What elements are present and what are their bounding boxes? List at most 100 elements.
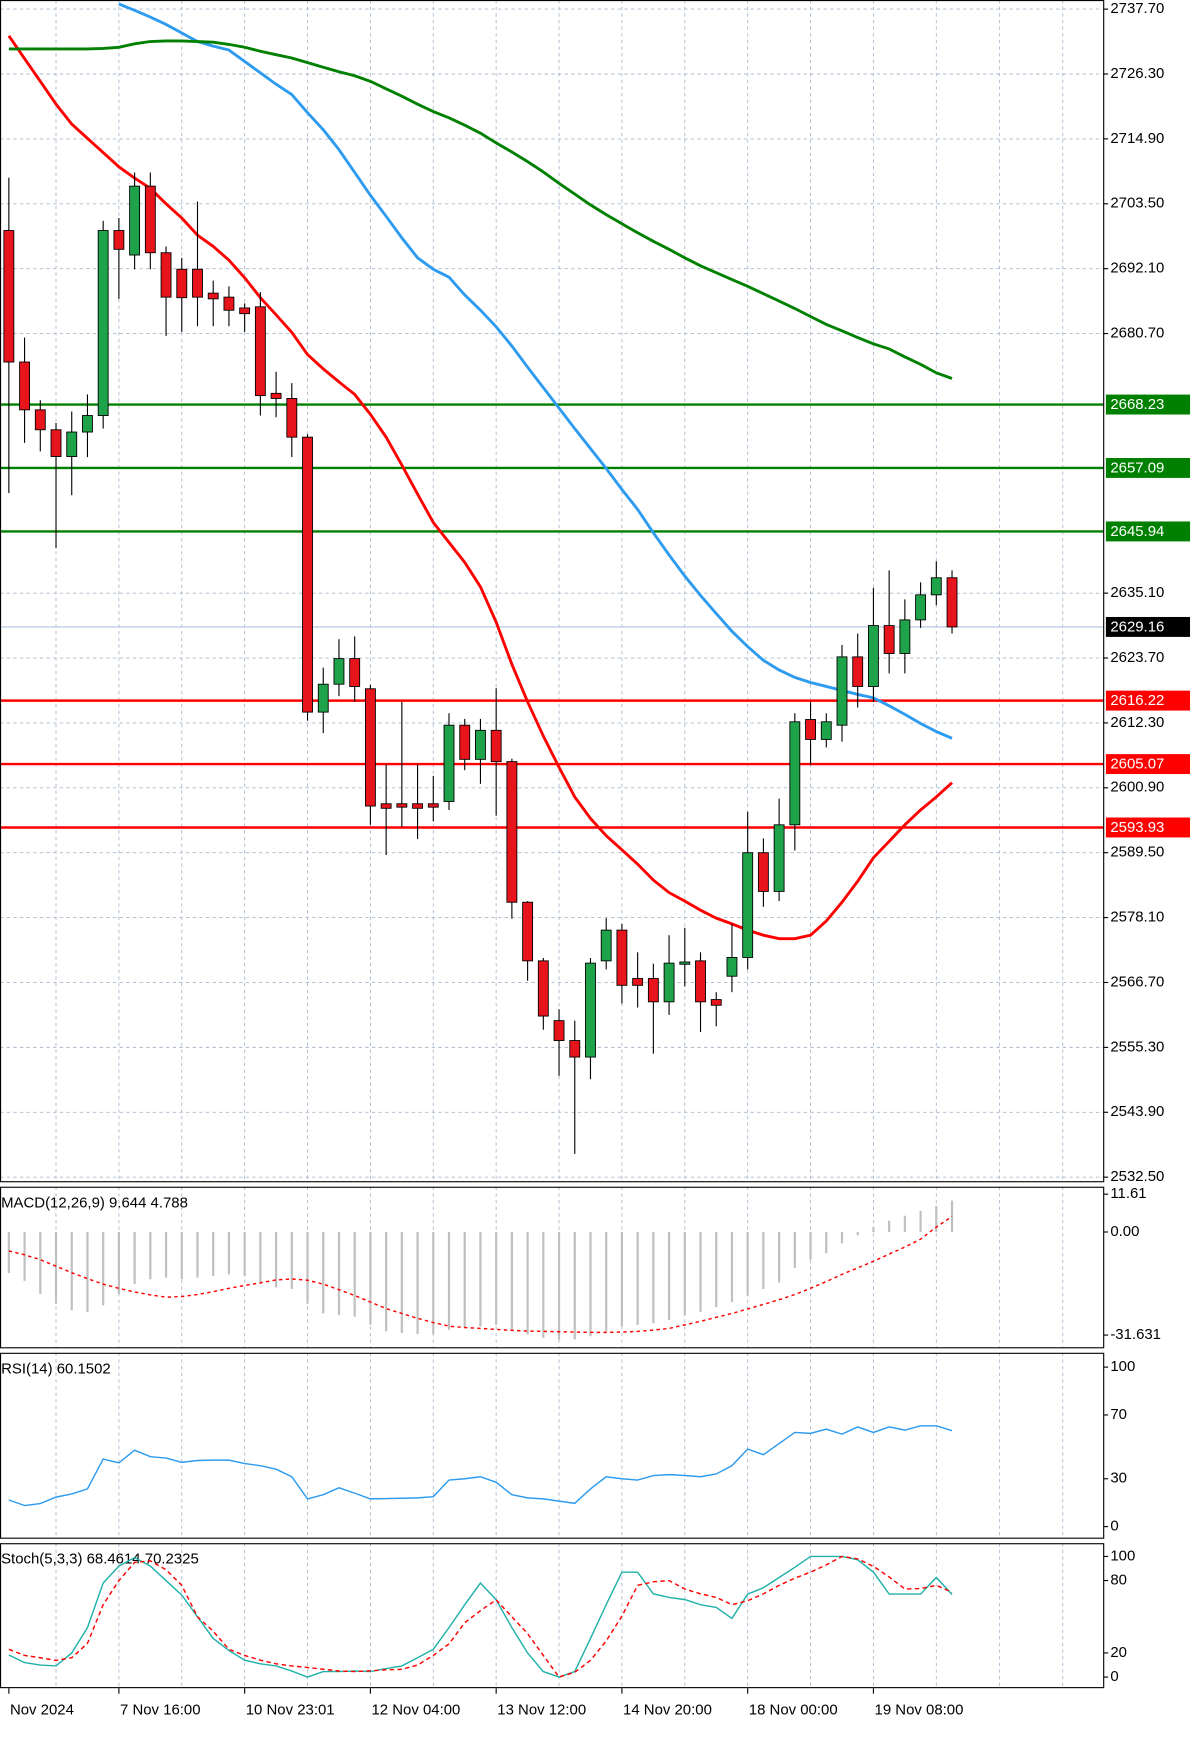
level-label-box (1105, 754, 1191, 775)
current-price-box (1105, 616, 1191, 637)
indicator-label: Stoch(5,3,3) 68.4614 70.2325 (1, 1551, 199, 1568)
y-tick-label: 2635.10 (1110, 584, 1164, 601)
candle-body (317, 683, 329, 713)
level-label: 2668.23 (1110, 396, 1164, 413)
indicator-line (8, 1555, 953, 1678)
candle-body (868, 625, 879, 687)
current-price-label: 2629.16 (1110, 618, 1164, 635)
panel-border (0, 1543, 1105, 1689)
candle-body (852, 656, 864, 687)
candle-body (553, 1020, 565, 1041)
panel-border (0, 1352, 1105, 1539)
level-label: 2645.94 (1110, 523, 1164, 540)
candle-body (537, 960, 549, 1017)
candle-body (600, 929, 612, 962)
candle-body (129, 185, 141, 256)
y-tick-label: 2703.50 (1110, 195, 1164, 212)
candle-body (679, 961, 691, 965)
x-tick-label: 7 Nov 16:00 (120, 1701, 201, 1718)
y-tick-label: 2726.30 (1110, 65, 1164, 82)
candle-body (176, 268, 188, 299)
candle-body (946, 577, 958, 628)
y-tick-label: 30 (1110, 1470, 1127, 1487)
candle-body (836, 656, 848, 726)
candle-body (66, 431, 78, 457)
y-tick-label: 100 (1110, 1547, 1135, 1564)
level-label: 2605.07 (1110, 756, 1164, 773)
candle-body (364, 688, 376, 807)
candle-body (663, 962, 675, 1003)
candle-body (34, 409, 46, 431)
y-tick-label: 0.00 (1110, 1223, 1139, 1240)
candle-body (475, 729, 486, 760)
candle-body (805, 719, 816, 740)
candle-body (270, 392, 282, 399)
candle-body (569, 1040, 581, 1058)
candle-body (773, 824, 785, 892)
x-tick-label: 10 Nov 23:01 (246, 1701, 335, 1718)
y-tick-label: 2623.70 (1110, 649, 1164, 666)
level-label-box (1105, 690, 1191, 711)
y-tick-label: -31.631 (1110, 1326, 1161, 1343)
candle-body (647, 978, 659, 1003)
y-tick-label: 2600.90 (1110, 779, 1164, 796)
candle-body (144, 185, 156, 254)
candle-body (757, 852, 769, 892)
y-tick-label: 11.61 (1110, 1185, 1146, 1202)
y-tick-label: 2566.70 (1110, 973, 1164, 990)
indicator-label: MACD(12,26,9) 9.644 4.788 (1, 1194, 188, 1211)
candle-body (380, 803, 392, 809)
candle-body (19, 361, 31, 411)
candle-body (710, 999, 722, 1006)
x-tick-label: 18 Nov 00:00 (749, 1701, 838, 1718)
candle-body (789, 721, 801, 826)
y-tick-label: 20 (1110, 1644, 1127, 1661)
candle-body (82, 415, 93, 433)
y-tick-label: 2680.70 (1110, 325, 1164, 342)
candle-body (490, 729, 502, 763)
y-tick-label: 2543.90 (1110, 1103, 1164, 1120)
y-tick-label: 0 (1110, 1668, 1118, 1685)
x-tick-label: Nov 2024 (10, 1701, 74, 1718)
candle-body (726, 956, 738, 977)
candle-body (427, 803, 439, 808)
x-tick-label: 19 Nov 08:00 (875, 1701, 964, 1718)
indicator-line (8, 1425, 953, 1507)
candle-body (223, 296, 235, 311)
level-label: 2593.93 (1110, 819, 1164, 836)
y-tick-label: 0 (1110, 1518, 1118, 1535)
candle-body (3, 230, 15, 363)
candle-body (585, 962, 596, 1058)
x-tick-label: 14 Nov 20:00 (623, 1701, 712, 1718)
y-tick-label: 2578.10 (1110, 909, 1164, 926)
candle-body (695, 960, 706, 1003)
macd-signal (8, 1215, 953, 1334)
candle-body (930, 577, 942, 596)
y-tick-label: 2532.50 (1110, 1168, 1164, 1185)
y-tick-label: 100 (1110, 1358, 1135, 1375)
candle-body (97, 230, 109, 416)
candle-body (459, 724, 471, 760)
y-tick-label: 2737.70 (1110, 0, 1164, 17)
candle-body (742, 852, 754, 958)
y-tick-label: 80 (1110, 1572, 1127, 1589)
candle-body (899, 619, 911, 654)
moving-average (7, 35, 953, 941)
candle-body (820, 721, 832, 740)
level-label: 2657.09 (1110, 459, 1164, 476)
y-tick-label: 70 (1110, 1406, 1127, 1423)
x-tick-label: 13 Nov 12:00 (497, 1701, 586, 1718)
y-tick-label: 2612.30 (1110, 714, 1164, 731)
moving-average (8, 39, 953, 380)
indicator-line (8, 1555, 953, 1678)
y-tick-label: 2714.90 (1110, 130, 1164, 147)
level-label-box (1105, 521, 1191, 542)
candle-body (915, 594, 927, 621)
candle-body (349, 658, 361, 687)
candle-body (302, 436, 313, 713)
moving-average (118, 2, 953, 740)
candle-body (254, 306, 266, 397)
candle-body (113, 230, 125, 250)
